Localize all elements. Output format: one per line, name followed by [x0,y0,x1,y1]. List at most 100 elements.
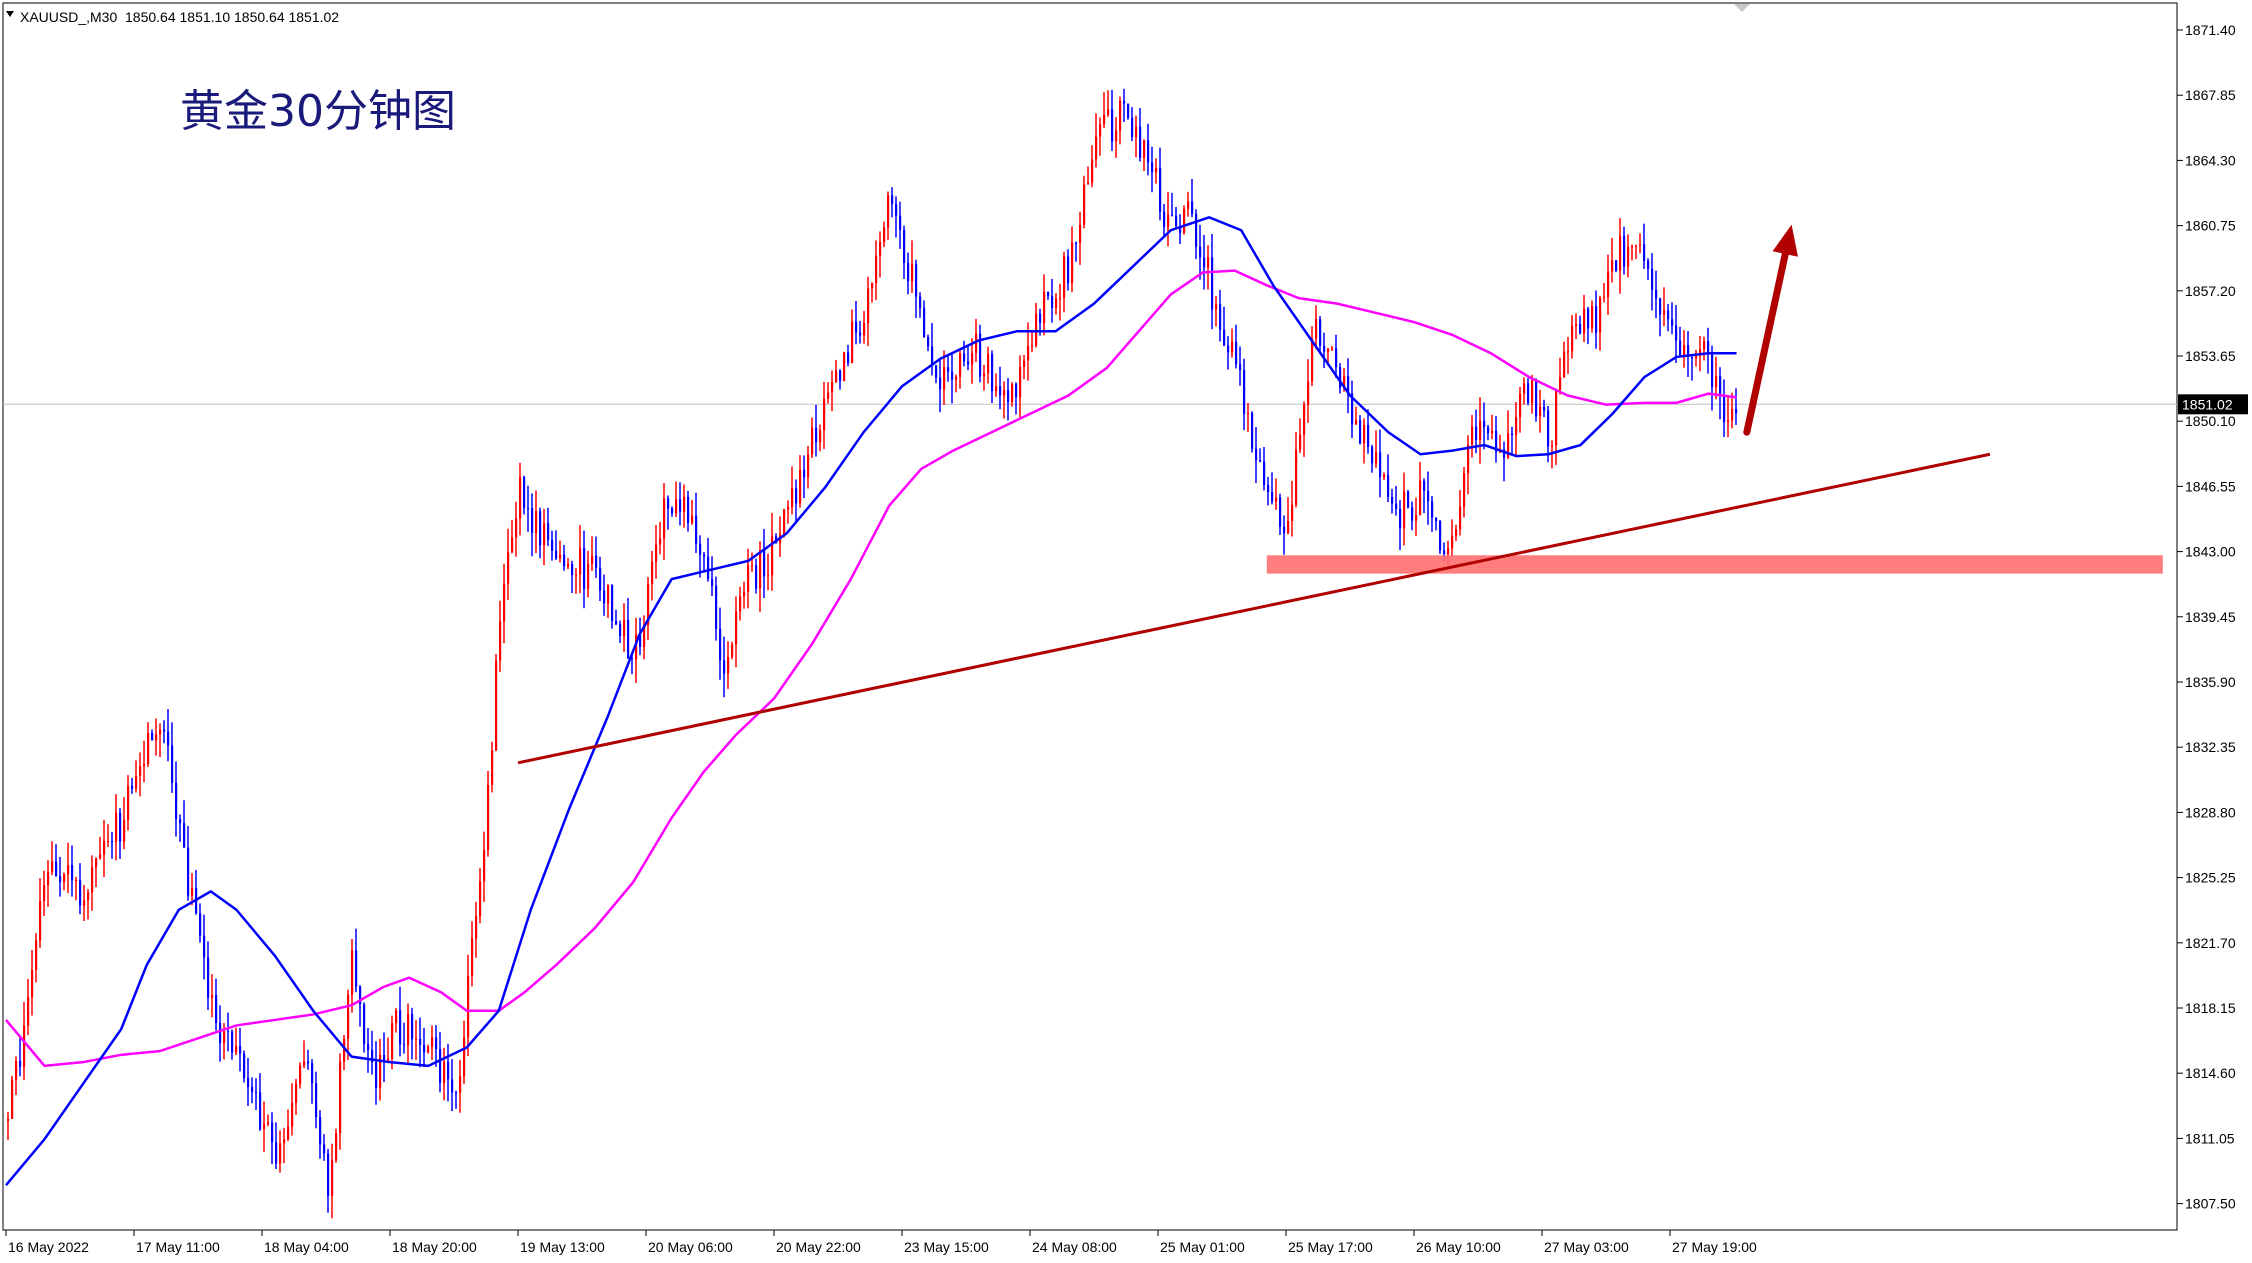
candle-body [419,1038,422,1045]
candle-body [471,938,474,976]
candle-body [455,1092,458,1094]
price-tick-label: 1864.30 [2185,152,2236,168]
dropdown-triangle-icon[interactable] [6,11,14,17]
candle-body [1283,526,1286,533]
candle-body [1123,100,1126,104]
candle-body [951,371,954,380]
candle-body [107,841,110,843]
candle-body [1099,124,1102,137]
candle-body [1067,256,1070,284]
candle-body [1391,497,1394,504]
candle-body [1159,167,1162,212]
candle-body [787,507,790,510]
candle-body [1079,224,1082,244]
candle-body [967,361,970,365]
candle-body [1691,357,1694,359]
candle-body [235,1046,238,1053]
candle-body [1663,310,1666,315]
candle-body [1571,325,1574,352]
candle-body [1719,375,1722,396]
candle-body [1687,345,1690,358]
candle-body [1151,162,1154,173]
candle-body [475,916,478,939]
candle-body [695,515,698,544]
candle-body [599,567,602,591]
candle-body [119,812,122,842]
candle-body [579,548,582,575]
candle-body [1083,184,1086,225]
candle-body [903,229,906,263]
candle-body [987,354,990,374]
candle-body [143,764,146,767]
candle-body [1503,449,1506,458]
candle-body [39,901,42,941]
candle-body [523,476,526,508]
candle-body [1343,376,1346,388]
candle-body [1295,449,1298,505]
candle-body [1579,324,1582,334]
candle-body [1675,325,1678,341]
candle-body [259,1092,262,1130]
candle-body [99,854,102,859]
candle-body [295,1084,298,1103]
candle-body [1447,548,1450,554]
current-price-tag-bg [2178,394,2248,415]
candle-body [667,498,670,509]
candle-body [1359,420,1362,444]
candle-body [1599,297,1602,333]
candle-body [1671,319,1674,326]
candle-body [287,1126,290,1140]
candle-body [1047,291,1050,297]
candle-body [1143,140,1146,158]
candle-body [651,561,654,585]
candle-body [1479,420,1482,440]
candle-body [331,1160,334,1196]
candle-body [1055,298,1058,308]
candle-body [687,496,690,524]
candle-body [391,1023,394,1059]
candle-body [639,634,642,647]
candle-body [1487,427,1490,434]
price-tick-label: 1835.90 [2185,674,2236,690]
candle-body [487,784,490,851]
scroll-marker-icon[interactable] [1734,4,1750,12]
candle-body [359,986,362,1005]
candle-body [1647,260,1650,269]
candle-body [563,554,566,567]
candle-body [1059,297,1062,299]
candle-body [1587,308,1590,329]
price-tick-label: 1850.10 [2185,413,2236,429]
candle-body [1679,340,1682,356]
candle-body [1203,257,1206,268]
candle-body [1471,426,1474,445]
candle-body [843,352,846,381]
candle-body [535,511,538,533]
candle-body [399,1010,402,1045]
candle-body [883,227,886,243]
candle-body [1111,109,1114,142]
candle-body [699,543,702,555]
price-tick-label: 1821.70 [2185,935,2236,951]
candle-body [1243,370,1246,414]
candle-body [559,554,562,559]
candle-body [1207,257,1210,268]
candle-body [763,550,766,577]
candle-body [1715,375,1718,388]
candle-body [299,1065,302,1085]
candle-body [495,660,498,751]
candle-body [1551,445,1554,447]
price-tick-label: 1814.60 [2185,1065,2236,1081]
candle-body [275,1142,278,1164]
candle-body [427,1046,430,1053]
candle-body [1139,126,1142,158]
candle-body [375,1062,378,1089]
candle-body [1667,310,1670,320]
candle-body [963,353,966,362]
candle-body [1431,501,1434,518]
candle-body [255,1092,258,1094]
price-tick-label: 1860.75 [2185,218,2236,234]
candle-body [799,469,802,504]
candle-body [1019,366,1022,398]
candle-body [663,498,666,539]
